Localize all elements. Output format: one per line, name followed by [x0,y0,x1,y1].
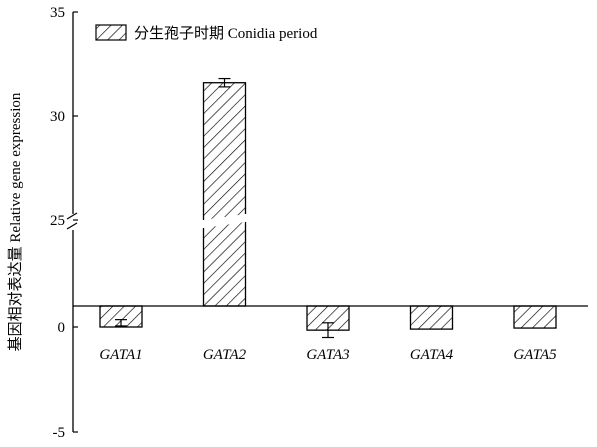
axis-break-mark [66,222,78,230]
x-tick-label: GATA5 [513,347,557,363]
bar [202,82,247,307]
bar [99,305,143,328]
axes: -5 0 25 30 35 基因相对表达量 Relative gene expressio… [7,5,588,441]
y-tick-label: 0 [58,320,66,336]
x-tick-label: GATA1 [99,347,142,363]
y-tick-label: 30 [50,109,65,125]
bar-break-gap [201,213,248,229]
y-tick-label: -5 [53,425,66,441]
axis-break-mark [66,212,78,220]
x-tick-label: GATA2 [203,347,247,363]
y-axis-title: 基因相对表达量 Relative gene expression [7,92,24,351]
legend-swatch [95,24,127,41]
bars [99,82,557,331]
legend: 分生孢子时期 Conidia period [95,24,318,42]
y-tick-label: 35 [50,5,65,21]
x-tick-label: GATA3 [306,347,349,363]
x-tick-label: GATA4 [410,347,454,363]
y-tick-label: 25 [50,213,65,229]
bar [513,305,557,329]
legend-label: 分生孢子时期 Conidia period [134,25,318,42]
bar [409,305,454,330]
error-bars [115,77,334,339]
